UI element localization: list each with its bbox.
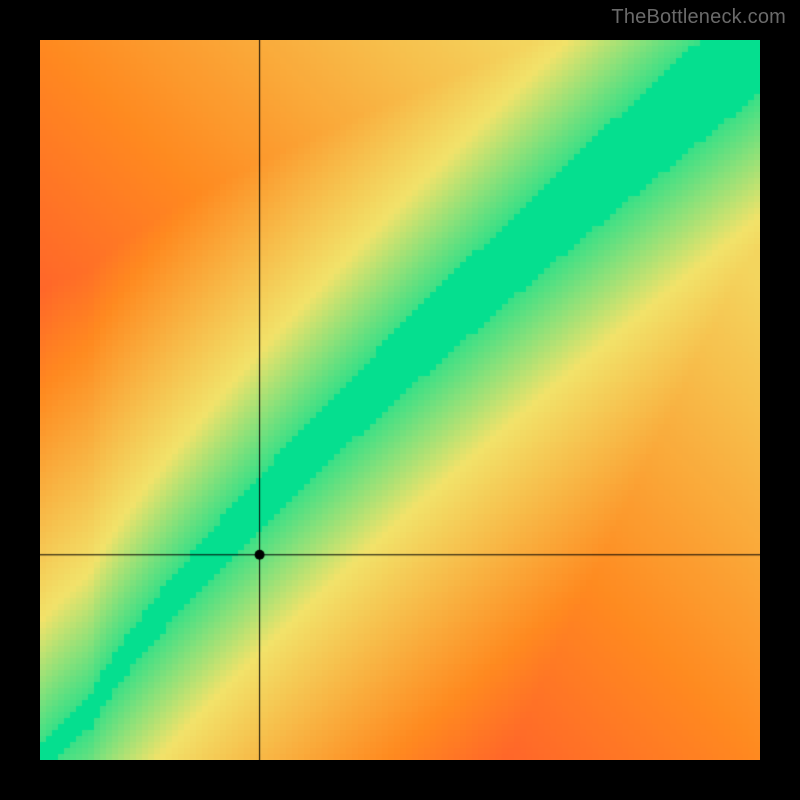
chart-container: TheBottleneck.com: [0, 0, 800, 800]
heatmap-plot: [40, 40, 760, 760]
heatmap-canvas: [40, 40, 760, 760]
watermark-text: TheBottleneck.com: [611, 6, 786, 29]
